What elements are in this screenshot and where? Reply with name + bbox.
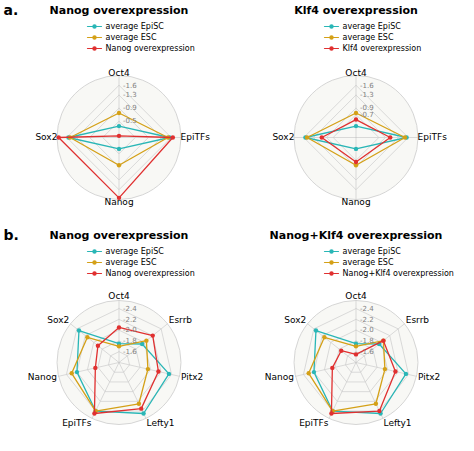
- svg-text:Pitx2: Pitx2: [181, 372, 203, 382]
- svg-text:-0.7: -0.7: [360, 110, 374, 119]
- svg-text:-1.6: -1.6: [123, 348, 137, 356]
- svg-text:a.: a.: [4, 2, 19, 18]
- svg-text:Nanog overexpression: Nanog overexpression: [50, 229, 189, 242]
- svg-text:Nanog+Klf4 overexpression: Nanog+Klf4 overexpression: [343, 269, 454, 278]
- svg-text:average ESC: average ESC: [343, 33, 394, 42]
- svg-text:-1.6: -1.6: [360, 348, 374, 356]
- svg-text:Oct4: Oct4: [345, 68, 367, 78]
- svg-text:-2.4: -2.4: [123, 305, 137, 313]
- svg-text:average EpiSC: average EpiSC: [106, 247, 165, 256]
- svg-text:average ESC: average ESC: [106, 33, 157, 42]
- svg-text:-1.6: -1.6: [123, 82, 137, 90]
- svg-text:-2.0: -2.0: [123, 326, 137, 334]
- svg-text:-0.9: -0.9: [123, 104, 137, 112]
- svg-text:Lefty1: Lefty1: [384, 418, 412, 428]
- svg-text:Klf4 overexpression: Klf4 overexpression: [294, 4, 418, 17]
- svg-text:Nanog: Nanog: [341, 197, 370, 207]
- svg-text:EpiTFs: EpiTFs: [62, 418, 92, 428]
- svg-text:average EpiSC: average EpiSC: [343, 22, 402, 31]
- svg-text:Oct4: Oct4: [108, 291, 130, 301]
- svg-text:-0.5: -0.5: [123, 117, 137, 125]
- svg-text:-2.2: -2.2: [360, 316, 374, 324]
- svg-text:average EpiSC: average EpiSC: [343, 247, 402, 256]
- svg-text:Nanog: Nanog: [265, 372, 294, 382]
- svg-text:-2.2: -2.2: [123, 316, 137, 324]
- svg-text:Nanog: Nanog: [28, 372, 57, 382]
- svg-text:-0.9: -0.9: [360, 104, 374, 112]
- svg-text:EpiTFs: EpiTFs: [418, 132, 448, 142]
- svg-text:-2.4: -2.4: [360, 305, 374, 313]
- svg-text:Lefty1: Lefty1: [147, 418, 175, 428]
- svg-text:average ESC: average ESC: [343, 258, 394, 267]
- svg-text:Klf4 overexpression: Klf4 overexpression: [343, 44, 422, 53]
- svg-text:average EpiSC: average EpiSC: [106, 22, 165, 31]
- svg-text:Oct4: Oct4: [345, 291, 367, 301]
- svg-text:average ESC: average ESC: [106, 258, 157, 267]
- svg-text:Sox2: Sox2: [47, 315, 69, 325]
- svg-text:-2.0: -2.0: [360, 326, 374, 334]
- svg-text:-1.6: -1.6: [360, 82, 374, 90]
- svg-text:-1.3: -1.3: [360, 91, 374, 99]
- svg-text:Sox2: Sox2: [272, 132, 294, 142]
- svg-text:Sox2: Sox2: [35, 132, 57, 142]
- svg-text:Esrrb: Esrrb: [169, 315, 193, 325]
- svg-text:Sox2: Sox2: [284, 315, 306, 325]
- svg-text:Nanog+Klf4 overexpression: Nanog+Klf4 overexpression: [270, 229, 443, 242]
- svg-text:Oct4: Oct4: [108, 68, 130, 78]
- svg-text:Nanog overexpression: Nanog overexpression: [50, 4, 189, 17]
- svg-text:-1.3: -1.3: [123, 91, 137, 99]
- svg-text:EpiTFs: EpiTFs: [181, 132, 211, 142]
- svg-text:Nanog overexpression: Nanog overexpression: [106, 44, 195, 53]
- svg-text:b.: b.: [4, 227, 19, 243]
- svg-text:Nanog overexpression: Nanog overexpression: [106, 269, 195, 278]
- svg-text:Nanog: Nanog: [104, 197, 133, 207]
- svg-text:-1.8: -1.8: [360, 337, 374, 345]
- svg-text:Esrrb: Esrrb: [406, 315, 430, 325]
- svg-text:Pitx2: Pitx2: [418, 372, 440, 382]
- svg-text:EpiTFs: EpiTFs: [299, 418, 329, 428]
- svg-text:-1.8: -1.8: [123, 337, 137, 345]
